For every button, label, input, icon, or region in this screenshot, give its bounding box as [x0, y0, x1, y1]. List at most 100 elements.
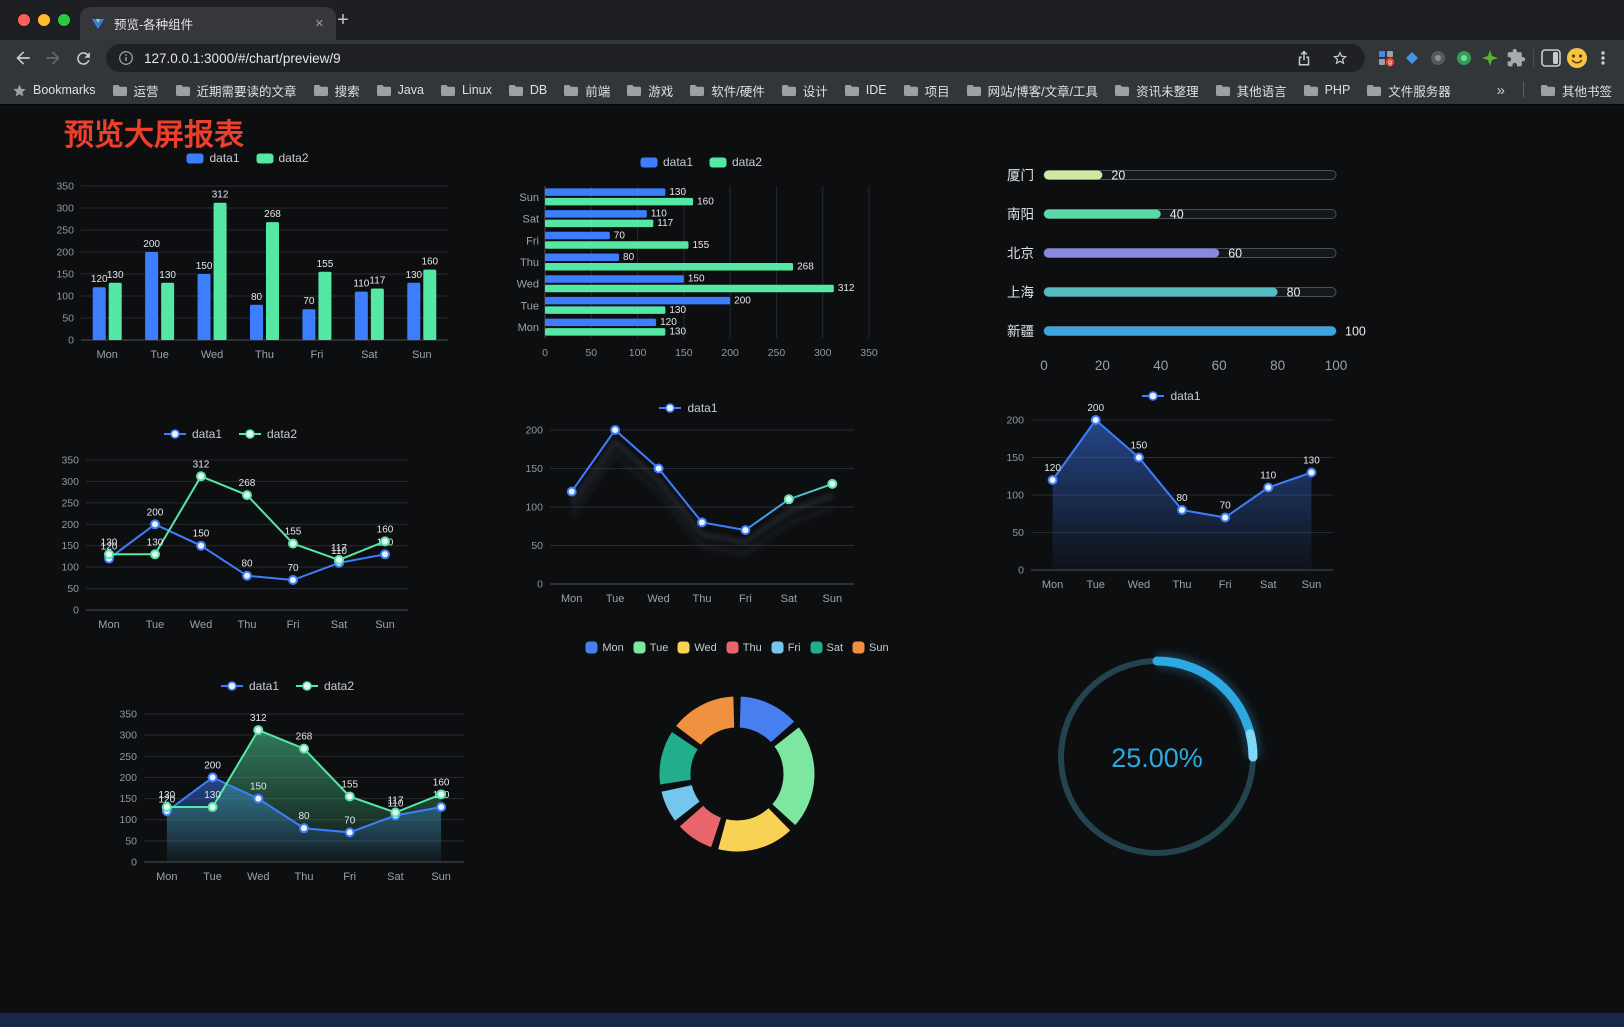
svg-text:0: 0 — [1018, 565, 1024, 577]
legend-item-Mon[interactable]: Mon — [585, 641, 624, 654]
bookmark-folder[interactable]: PHP — [1303, 83, 1351, 97]
chart-canvas: 0 50 100 150 200 250 300 350 Mon Tue Wed Thu Fri Sat S… — [61, 455, 408, 631]
extensions-puzzle-icon[interactable] — [1503, 43, 1529, 73]
bookmark-folder[interactable]: 近期需要读的文章 — [175, 81, 297, 100]
legend-item-data1[interactable]: data1 — [658, 401, 718, 415]
svg-text:Wed: Wed — [190, 619, 212, 631]
legend-item-Fri[interactable]: Fri — [771, 641, 801, 654]
legend-item-Thu[interactable]: Thu — [726, 641, 762, 654]
profile-avatar[interactable] — [1564, 43, 1590, 73]
legend-item-Sun[interactable]: Sun — [852, 641, 889, 654]
svg-text:100: 100 — [119, 814, 137, 826]
bookmark-folder[interactable]: Linux — [440, 83, 492, 97]
svg-text:50: 50 — [67, 583, 79, 595]
legend-item-data2[interactable]: data2 — [238, 427, 297, 441]
extension-icon-5[interactable] — [1477, 43, 1503, 73]
svg-text:80: 80 — [1176, 493, 1188, 504]
svg-text:350: 350 — [61, 455, 79, 467]
bookmark-folder[interactable]: 前端 — [563, 81, 610, 100]
legend-item-Wed[interactable]: Wed — [677, 641, 717, 654]
folder-icon — [966, 84, 981, 96]
legend-swatch-icon — [640, 157, 658, 167]
bookmarks-divider — [1522, 82, 1524, 98]
reload-button[interactable] — [68, 43, 98, 73]
legend-item-data2[interactable]: data2 — [295, 679, 354, 693]
side-panel-icon[interactable] — [1538, 43, 1564, 73]
legend-item-data1[interactable]: data1 — [1141, 389, 1201, 403]
bookmark-label: PHP — [1324, 83, 1351, 97]
extension-icon-4[interactable] — [1451, 43, 1477, 73]
share-icon[interactable] — [1291, 43, 1317, 73]
legend-item-data2[interactable]: data2 — [709, 155, 762, 169]
minimize-window-button[interactable] — [38, 14, 50, 26]
bookmark-label: Bookmarks — [33, 83, 96, 97]
back-button[interactable] — [8, 43, 38, 73]
svg-text:0: 0 — [68, 335, 74, 347]
bookmark-folder[interactable]: 资讯未整理 — [1114, 81, 1199, 100]
svg-text:Fri: Fri — [739, 593, 752, 605]
browser-menu-icon[interactable] — [1590, 43, 1616, 73]
svg-text:60: 60 — [1228, 247, 1242, 261]
folder-icon — [903, 84, 918, 96]
svg-text:Wed: Wed — [517, 279, 539, 291]
bookmark-folder[interactable]: 游戏 — [626, 81, 673, 100]
svg-text:厦门: 厦门 — [1007, 168, 1034, 183]
bookmark-folder[interactable]: IDE — [844, 83, 887, 97]
legend-item-data1[interactable]: data1 — [220, 679, 279, 693]
legend-item-data1[interactable]: data1 — [163, 427, 222, 441]
legend-swatch-icon — [585, 641, 598, 654]
svg-text:80: 80 — [1270, 358, 1285, 373]
forward-button[interactable] — [38, 43, 68, 73]
bookmark-folder[interactable]: 设计 — [781, 81, 828, 100]
legend-item-Tue[interactable]: Tue — [633, 641, 668, 654]
svg-text:110: 110 — [651, 209, 667, 220]
svg-text:上海: 上海 — [1007, 285, 1034, 300]
other-bookmarks-button[interactable]: 其他书签 — [1540, 81, 1612, 100]
extension-icon-3[interactable] — [1425, 43, 1451, 73]
svg-text:70: 70 — [614, 230, 626, 241]
svg-text:120: 120 — [1044, 463, 1061, 474]
legend-item-data1[interactable]: data1 — [640, 155, 693, 169]
site-info-icon[interactable] — [118, 50, 134, 66]
bookmark-folder[interactable]: 软件/硬件 — [689, 81, 765, 100]
svg-text:80: 80 — [241, 559, 253, 570]
svg-text:117: 117 — [387, 796, 403, 807]
svg-text:160: 160 — [377, 524, 394, 535]
extension-icon-2[interactable] — [1399, 43, 1425, 73]
bookmarks-overflow-chevron[interactable]: » — [1496, 81, 1505, 99]
legend-label: data2 — [267, 427, 298, 441]
browser-tab[interactable]: 预览-各种组件 ✕ — [80, 7, 336, 40]
bookmark-folder[interactable]: 文件服务器 — [1366, 81, 1451, 100]
bookmark-label: 网站/博客/文章/工具 — [987, 84, 1099, 99]
url-text[interactable]: 127.0.0.1:3000/#/chart/preview/9 — [144, 50, 341, 66]
svg-text:150: 150 — [675, 347, 693, 359]
maximize-window-button[interactable] — [58, 14, 70, 26]
new-tab-button[interactable]: + — [337, 9, 349, 31]
bookmark-folder[interactable]: Java — [376, 83, 424, 97]
svg-text:350: 350 — [860, 347, 878, 359]
legend-item-data2[interactable]: data2 — [256, 151, 309, 165]
svg-text:130: 130 — [669, 305, 686, 316]
bookmark-folder[interactable]: DB — [508, 83, 547, 97]
svg-text:150: 150 — [61, 540, 79, 552]
folder-icon — [313, 84, 328, 96]
tab-close-icon[interactable]: ✕ — [314, 18, 324, 30]
legend-item-data1[interactable]: data1 — [186, 151, 240, 165]
bookmark-folder[interactable]: 其他语言 — [1215, 81, 1287, 100]
bookmark-label: Linux — [461, 83, 492, 97]
bookmark-folder[interactable]: 搜索 — [313, 81, 360, 100]
bookmark-star-icon[interactable] — [1327, 43, 1353, 73]
extension-icon-1[interactable]: g — [1373, 43, 1399, 73]
legend-item-Sat[interactable]: Sat — [810, 641, 843, 654]
address-bar[interactable]: 127.0.0.1:3000/#/chart/preview/9 — [106, 44, 1365, 72]
bookmark-folder[interactable]: 运营 — [112, 81, 159, 100]
svg-text:70: 70 — [344, 815, 356, 826]
close-window-button[interactable] — [18, 14, 30, 26]
bookmark-folder[interactable]: 项目 — [903, 81, 950, 100]
legend-label: data2 — [324, 679, 355, 693]
bookmark-item-bookmarks[interactable]: Bookmarks — [12, 83, 96, 98]
svg-text:Mon: Mon — [97, 349, 118, 361]
svg-text:200: 200 — [1006, 415, 1024, 427]
svg-text:Sun: Sun — [1302, 579, 1322, 591]
bookmark-folder[interactable]: 网站/博客/文章/工具 — [966, 81, 1098, 100]
